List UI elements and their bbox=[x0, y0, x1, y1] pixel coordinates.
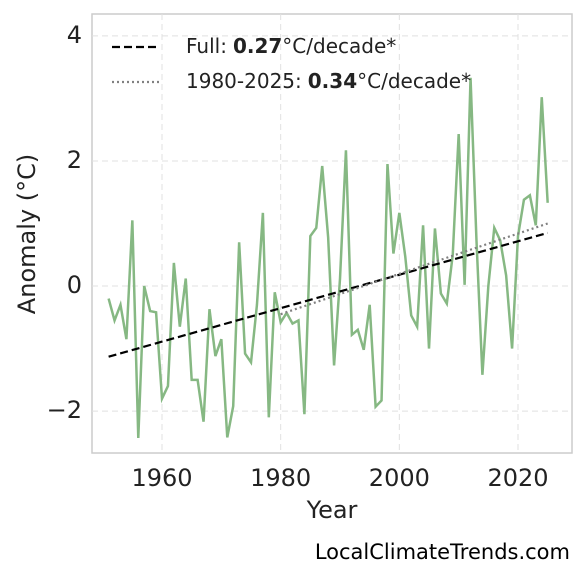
legend-name: Full: bbox=[186, 34, 227, 58]
y-tick-label: −2 bbox=[47, 396, 82, 424]
data-line bbox=[107, 77, 549, 439]
x-tick-label: 2020 bbox=[487, 464, 548, 492]
x-tick-label: 1960 bbox=[131, 464, 192, 492]
plot-frame bbox=[91, 13, 573, 454]
footer: LocalClimateTrends.com bbox=[315, 540, 570, 564]
legend-unit: °C/decade* bbox=[282, 34, 396, 58]
x-tick-label: 1980 bbox=[250, 464, 311, 492]
legend-rate: 0.27 bbox=[233, 34, 282, 58]
y-tick-label: 2 bbox=[67, 146, 82, 174]
legend-unit: °C/decade* bbox=[357, 69, 471, 93]
y-tick-label: 0 bbox=[67, 271, 82, 299]
legend-label: Full: 0.27°C/decade* bbox=[186, 34, 396, 58]
trend-line bbox=[108, 231, 548, 358]
x-tick-label: 2000 bbox=[369, 464, 430, 492]
legend-name: 1980-2025: bbox=[186, 69, 302, 93]
legend-rate: 0.34 bbox=[308, 69, 357, 93]
y-tick-label: 4 bbox=[67, 21, 82, 49]
x-axis-title: Year bbox=[306, 496, 358, 524]
trend-line bbox=[280, 222, 549, 316]
legend-label: 1980-2025: 0.34°C/decade* bbox=[186, 69, 471, 93]
y-axis-title: Anomaly (°C) bbox=[13, 154, 41, 314]
